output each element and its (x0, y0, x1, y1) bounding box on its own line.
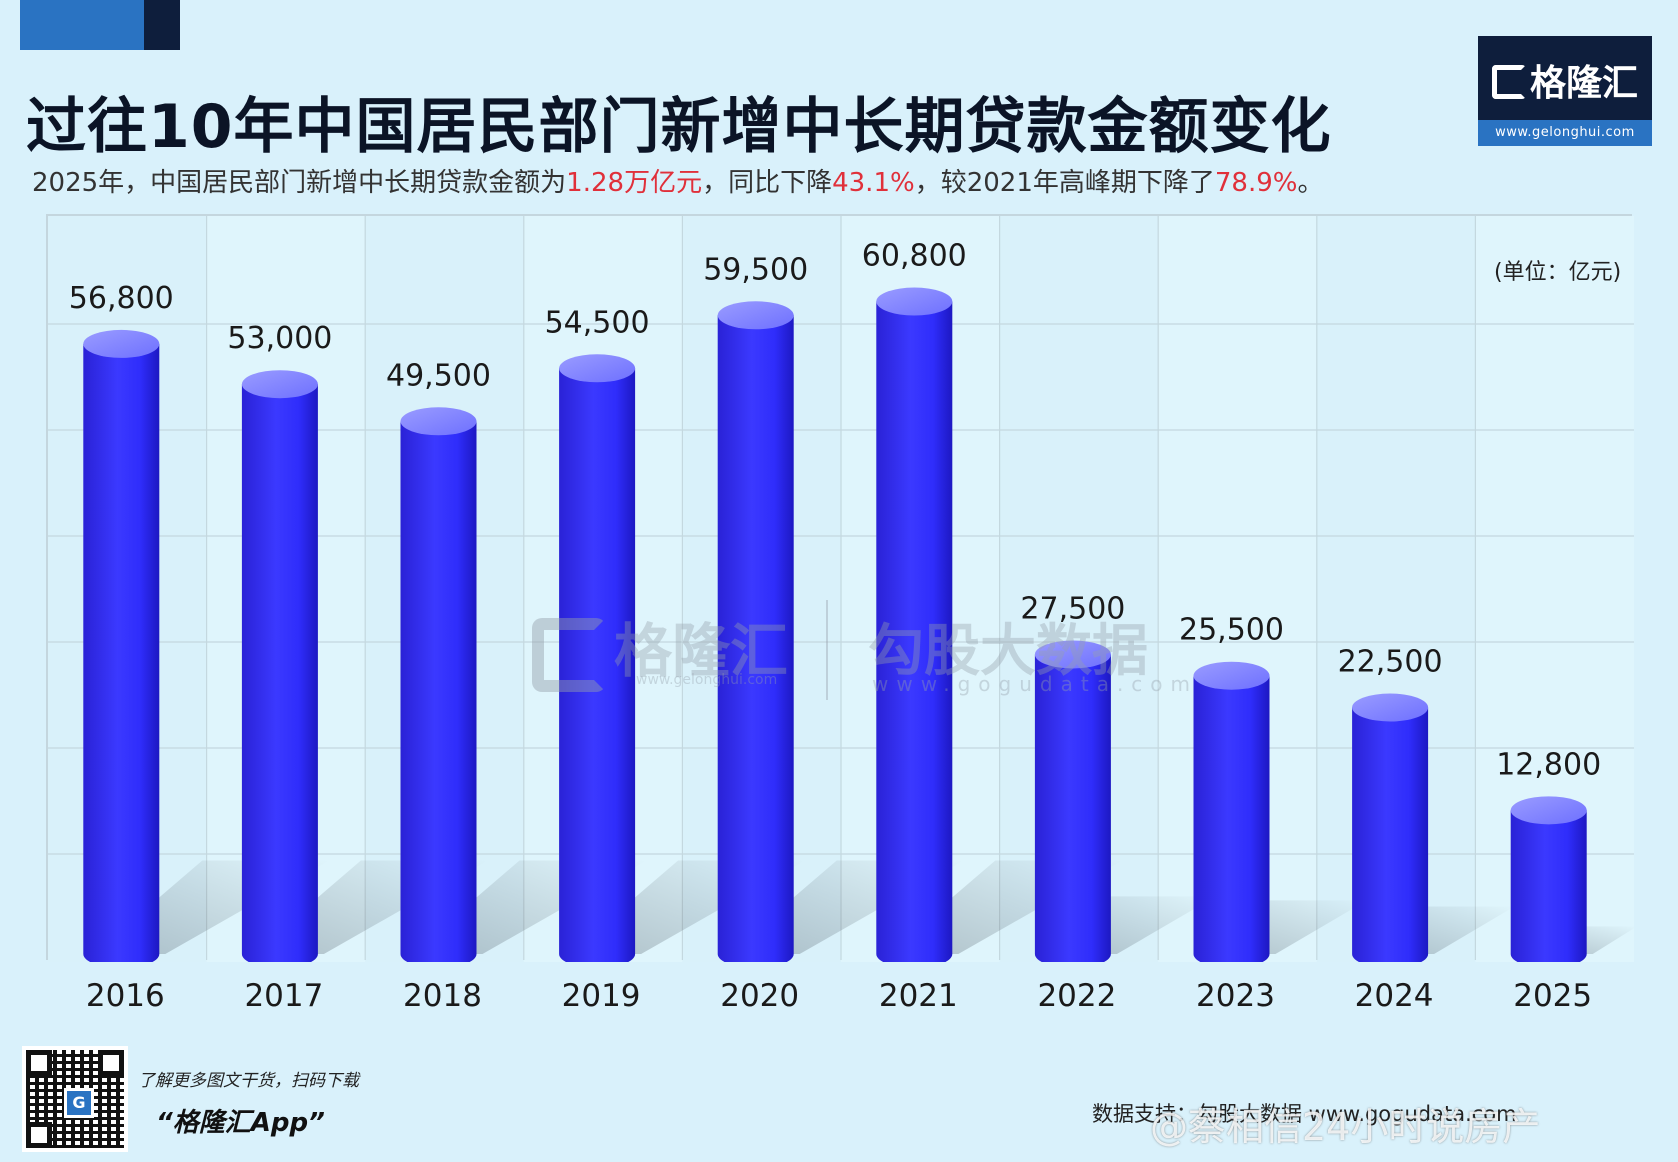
qr-finder (26, 1050, 52, 1076)
qr-finder (98, 1050, 124, 1076)
value-label-2025: 12,800 (1496, 747, 1601, 782)
qr-code[interactable]: G (22, 1046, 128, 1152)
x-tick-label-2025: 2025 (1513, 978, 1593, 1014)
x-tick-label-2019: 2019 (561, 978, 641, 1014)
bar-cap (400, 407, 477, 436)
logo-name: 格隆汇 (1529, 63, 1638, 104)
bar-cap (83, 329, 160, 358)
bar-2019 (559, 368, 636, 962)
x-tick-label-2020: 2020 (720, 978, 800, 1014)
bar-2025 (1510, 810, 1587, 962)
value-label-2021: 60,800 (862, 239, 967, 274)
bar-cap (241, 370, 318, 399)
watermark-gelonghui: 格隆汇 (532, 604, 788, 692)
subtitle-text: ，较2021年高峰期下降了 (914, 168, 1215, 198)
watermark-g-icon (532, 617, 606, 692)
bar-2021 (876, 301, 953, 962)
qr-logo-icon: G (64, 1088, 94, 1118)
subtitle-highlight: 43.1% (832, 168, 915, 198)
bar-2022 (1034, 654, 1111, 962)
subtitle-text: 2025年，中国居民部门新增中长期贷款金额为 (32, 168, 567, 198)
chart-title: 过往10年中国居民部门新增中长期贷款金额变化 (26, 92, 1332, 162)
bar-cap (1034, 640, 1111, 669)
subtitle-text: 。 (1297, 168, 1324, 198)
x-tick-label-2024: 2024 (1354, 978, 1434, 1014)
value-label-2017: 53,000 (227, 321, 332, 356)
value-label-2018: 49,500 (386, 358, 491, 393)
value-label-2020: 59,500 (703, 252, 808, 287)
x-tick-label-2023: 2023 (1196, 978, 1275, 1014)
bar-2024 (1352, 707, 1429, 962)
data-source: 数据支持：勾股大数据 www.gogudata.com (1092, 1102, 1517, 1126)
bar-cap (1352, 693, 1429, 722)
subtitle-text: ，同比下降 (702, 168, 833, 198)
subtitle-highlight: 78.9% (1214, 168, 1298, 198)
watermark-gelonghui-url: www.gelonghui.com (636, 672, 778, 688)
app-name: “格隆汇App” (156, 1108, 325, 1138)
bar-cap (559, 354, 636, 383)
watermark-gogudata: 勾股大数据 (868, 619, 1148, 684)
bar-2023 (1193, 675, 1270, 962)
watermark-gogudata-url: www.gogudata.com (872, 672, 1199, 696)
bar-cap (1510, 796, 1587, 825)
bar-cap (876, 287, 953, 316)
value-label-2024: 22,500 (1338, 645, 1443, 680)
bar-2017 (241, 384, 318, 962)
value-label-2023: 25,500 (1179, 613, 1284, 648)
x-tick-label-2022: 2022 (1037, 978, 1117, 1014)
x-tick-label-2018: 2018 (403, 978, 482, 1014)
x-tick-label-2017: 2017 (244, 978, 324, 1014)
promo-text: 了解更多图文干货，扫码下载 (138, 1071, 359, 1091)
bar-chart: 56,800 53,000 49,500 54,500 59,500 60,800 27,5… (48, 216, 1634, 962)
x-tick-label-2021: 2021 (878, 978, 958, 1014)
weibo-watermark: @蔡相信24小时说房产 (1150, 1105, 1541, 1149)
chart-subtitle: 2025年，中国居民部门新增中长期贷款金额为1.28万亿元，同比下降43.1%，… (32, 162, 1324, 199)
bar-2016 (83, 343, 160, 962)
gelonghui-logo: 格隆汇 www.gelonghui.com (1478, 36, 1652, 146)
subtitle-highlight: 1.28万亿元 (566, 168, 703, 198)
bar-cap (717, 301, 794, 330)
watermark-separator (826, 600, 828, 700)
value-label-2016: 56,800 (69, 281, 174, 316)
unit-label: (单位：亿元) (1494, 260, 1622, 285)
value-label-2022: 27,500 (1020, 592, 1125, 627)
bar-2018 (400, 421, 477, 962)
value-label-2019: 54,500 (545, 305, 650, 340)
logo-url: www.gelonghui.com (1478, 120, 1652, 146)
x-tick-label-2016: 2016 (85, 978, 165, 1014)
qr-finder (26, 1122, 52, 1148)
top-accent-bar-dark (144, 0, 180, 50)
logo-g-icon (1491, 65, 1526, 99)
bar-cap (1193, 661, 1270, 690)
plot-area: 56,800 53,000 49,500 54,500 59,500 60,800 27,5… (46, 214, 1634, 962)
logo-mark: 格隆汇 (1478, 54, 1652, 106)
top-accent-bar-blue (20, 0, 144, 50)
bar-2020 (717, 315, 794, 962)
